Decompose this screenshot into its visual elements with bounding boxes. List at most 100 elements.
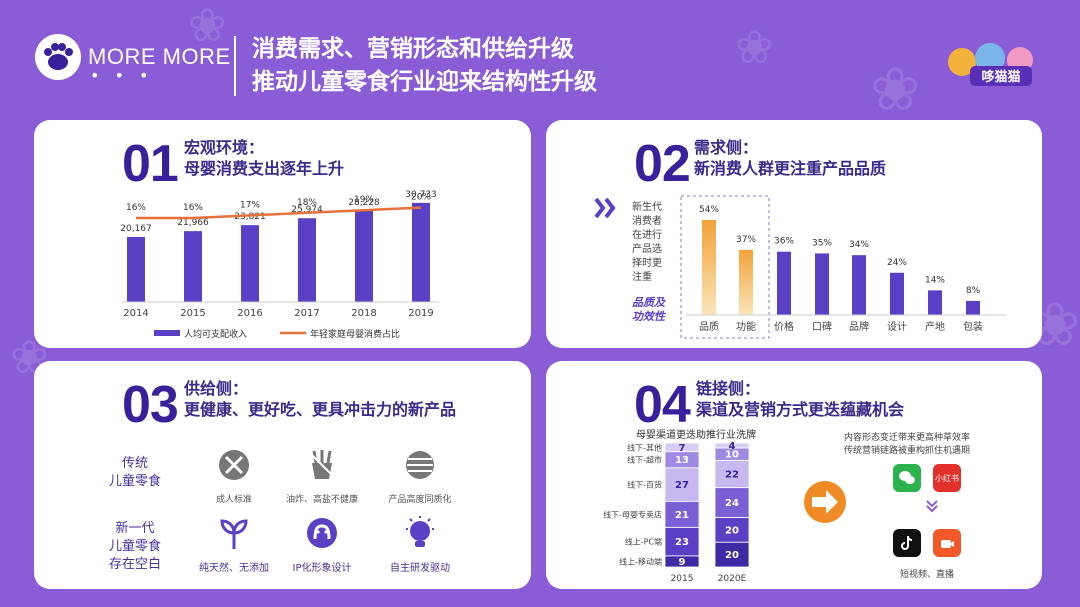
side-text-line: 新生代 [632, 200, 662, 213]
demand-bar [777, 251, 791, 315]
channel-year-label: 2015 [671, 574, 694, 584]
paw-decoration-icon: ❀ [735, 20, 774, 74]
demand-bar [815, 253, 829, 315]
share-value-label: 17% [240, 200, 260, 210]
chevron-down-icon [926, 500, 938, 513]
income-bar [355, 210, 373, 302]
brand-logo [35, 34, 81, 80]
header-divider [234, 36, 236, 96]
channel-value-label: 27 [675, 480, 689, 491]
income-bar [127, 236, 145, 302]
caption: 油炸、高盐不健康 [285, 495, 358, 505]
xiaohongshu-icon: 小红书 [933, 464, 961, 492]
card-supply-side: 03 供给侧： 更健康、更好吃、更具冲击力的新产品 传统 儿童零食 新一代 儿童… [34, 361, 531, 589]
card-title: 供给侧： 更健康、更好吃、更具冲击力的新产品 [184, 378, 456, 420]
card-title-line2: 更健康、更好吃、更具冲击力的新产品 [184, 400, 457, 419]
channel-segment-label: 线下-其他 [627, 442, 662, 452]
demand-value-label: 14% [925, 275, 945, 285]
side-emphasis-line: 功效性 [632, 310, 667, 323]
card-title-line1: 需求侧： [694, 138, 759, 157]
share-line [136, 206, 422, 220]
label-line: 新一代 [115, 521, 155, 536]
card-number: 04 [634, 376, 691, 434]
channel-segment [714, 442, 750, 449]
demand-value-label: 8% [966, 286, 981, 296]
brand-dots: • • • [90, 66, 154, 85]
card-title-line1: 供给侧： [184, 379, 249, 398]
label-line: 儿童零食 [109, 539, 162, 554]
demand-bar [702, 220, 716, 315]
share-value-label: 16% [126, 203, 146, 213]
channel-segment-label: 线下-超市 [627, 455, 662, 465]
card-channel-side: 04 链接侧： 渠道及营销方式更迭蕴藏机会 母婴渠道更迭助推行业洗牌 9 线上-移动… [546, 361, 1042, 589]
channel-segment [664, 526, 700, 557]
demand-bar [966, 300, 980, 315]
channel-segment [664, 442, 700, 453]
mascot-logo-text: 哆猫猫 [981, 69, 1020, 85]
side-text-line: 产品选 [632, 242, 662, 255]
income-value-label: 20,167 [120, 224, 152, 234]
income-value-label: 28,228 [348, 198, 380, 208]
paw-decoration-icon: ❀ [870, 55, 921, 125]
homogenized-product-icon [406, 451, 434, 479]
legend-bar-label: 人均可支配收入 [184, 328, 247, 340]
card-title-line1: 宏观环境： [184, 138, 265, 157]
sprout-icon [220, 519, 248, 549]
year-tick-label: 2016 [237, 308, 262, 319]
channel-value-label: 20 [725, 525, 739, 536]
demand-category-label: 产地 [925, 320, 945, 333]
year-tick-label: 2018 [351, 308, 376, 319]
demand-value-label: 34% [849, 240, 869, 250]
caption: 产品高度同质化 [388, 495, 452, 505]
channel-segment-label: 线下-百货 [627, 480, 662, 490]
channel-value-label: 4 [729, 441, 736, 452]
card-title: 宏观环境： 母婴消费支出逐年上升 [184, 137, 344, 179]
channel-value-label: 7 [679, 443, 686, 454]
channel-value-label: 22 [725, 470, 739, 481]
channel-value-label: 20 [725, 550, 739, 561]
arrow-right-icon [804, 481, 846, 523]
demand-category-label: 品牌 [849, 320, 869, 333]
side-text-line: 在进行 [632, 228, 662, 241]
paw-decoration-icon: ❀ [188, 0, 227, 52]
lightbulb-icon [406, 516, 434, 547]
side-text-line: 注重 [632, 270, 652, 283]
label-line: 传统 [122, 456, 149, 471]
mascot-logo: 哆猫猫 [948, 43, 1033, 86]
channel-segment [664, 500, 700, 528]
year-tick-label: 2019 [408, 308, 433, 319]
demand-bar [928, 290, 942, 315]
card-title: 链接侧： 渠道及营销方式更迭蕴藏机会 [696, 378, 904, 420]
fried-food-icon [307, 450, 337, 480]
kuaishou-icon [933, 529, 961, 557]
tiktok-icon [893, 529, 921, 557]
demand-category-label: 口碑 [812, 320, 832, 333]
income-chart: 20,167 2014 16% 21,966 2015 16% 23,821 2016 17% 2… [120, 190, 439, 340]
new-snack-label: 新一代 儿童零食 存在空白 [109, 520, 161, 574]
card-demand-side: 02 需求侧： 新消费人群更注重产品品质 新生代 消费者 在进行 产品选 择时更 注重 品质… [546, 120, 1042, 348]
caption: IP化形象设计 [292, 563, 352, 574]
income-bar [298, 218, 316, 302]
channel-segment-label: 线上-移动端 [619, 556, 662, 566]
income-bar [184, 231, 202, 302]
chevron-right-icon [594, 197, 616, 219]
side-text-line: 择时更 [632, 256, 662, 269]
channel-segment [714, 487, 750, 518]
channel-value-label: 24 [725, 498, 739, 509]
page-title: 消费需求、营销形态和供给升级 推动儿童零食行业迎来结构性升级 [252, 33, 597, 99]
demand-category-label: 功能 [736, 320, 756, 333]
demand-category-label: 设计 [887, 320, 907, 333]
ip-design-icon [307, 518, 337, 548]
short-video-caption: 短视频、直播 [899, 570, 954, 580]
legend-bar-swatch [154, 330, 180, 336]
card-number: 03 [122, 376, 179, 434]
wechat-icon [893, 464, 921, 492]
income-bar [412, 202, 430, 302]
card-number: 02 [634, 135, 691, 193]
channel-segment [714, 541, 750, 568]
year-tick-label: 2017 [294, 308, 319, 319]
income-value-label: 23,821 [234, 212, 266, 222]
legend-line-label: 年轻家庭母婴消费占比 [310, 328, 400, 340]
channel-segment-label: 线下-母婴专卖店 [603, 509, 662, 519]
channel-value-label: 9 [679, 557, 686, 568]
